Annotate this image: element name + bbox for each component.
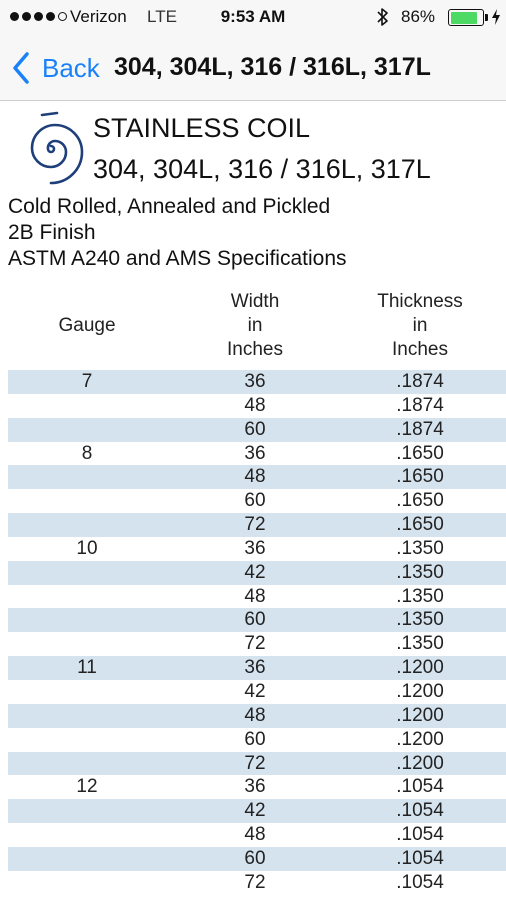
table-row: 48 .1200 bbox=[8, 703, 506, 728]
width-cell: 60 bbox=[244, 847, 266, 869]
thickness-cell: .1200 bbox=[396, 728, 444, 750]
table-row: 8 36 .1650 bbox=[8, 442, 506, 466]
back-label: Back bbox=[42, 52, 100, 83]
width-cell: 36 bbox=[244, 776, 266, 798]
width-cell: 48 bbox=[244, 585, 266, 607]
width-cell: 42 bbox=[244, 561, 266, 583]
table-row: 72 .1350 bbox=[8, 632, 506, 656]
status-bar: Verizon LTE 9:53 AM 86% bbox=[0, 0, 506, 34]
carrier-name: Verizon bbox=[70, 7, 127, 26]
width-cell: 36 bbox=[244, 537, 266, 559]
column-header-width: Width in Inches bbox=[227, 291, 283, 360]
thickness-cell: .1054 bbox=[396, 824, 444, 846]
status-time: 9:53 AM bbox=[220, 7, 286, 26]
battery-icon bbox=[448, 9, 484, 26]
column-header-thickness: Thickness in Inches bbox=[377, 291, 463, 360]
width-cell: 72 bbox=[244, 752, 266, 774]
gauge-cell: 7 bbox=[81, 371, 93, 392]
thickness-cell: .1200 bbox=[396, 657, 444, 679]
width-cell: 72 bbox=[244, 871, 266, 893]
table-row: 48 .1350 bbox=[8, 585, 506, 609]
product-title: STAINLESS COIL bbox=[93, 113, 311, 143]
thickness-cell: .1350 bbox=[396, 633, 444, 655]
gauge-cell: 8 bbox=[81, 442, 93, 464]
table-row: 42 .1200 bbox=[8, 680, 506, 704]
column-header-gauge: Gauge bbox=[58, 315, 116, 336]
width-cell: 48 bbox=[244, 466, 266, 488]
page-title: 304, 304L, 316 / 316L, 317L bbox=[114, 53, 431, 81]
width-cell: 60 bbox=[244, 418, 266, 440]
back-button[interactable]: Back bbox=[10, 48, 100, 88]
table-row: 60 .1874 bbox=[8, 417, 506, 442]
coil-table: 7 36 .1874 48 .1874 60 .1874 8 36 .1650 48 .1650 60.… bbox=[8, 370, 506, 895]
thickness-cell: .1350 bbox=[396, 585, 444, 607]
spec-finish-type: 2B Finish bbox=[8, 221, 96, 244]
width-cell: 60 bbox=[244, 728, 266, 750]
table-row: 60 .1350 bbox=[8, 608, 506, 633]
width-cell: 48 bbox=[244, 704, 266, 726]
thickness-cell: .1650 bbox=[396, 442, 444, 464]
thickness-cell: .1650 bbox=[396, 466, 444, 488]
gauge-cell: 12 bbox=[76, 776, 98, 798]
thickness-cell: .1054 bbox=[396, 776, 444, 798]
width-cell: 48 bbox=[244, 824, 266, 846]
coil-spiral-logo bbox=[30, 111, 84, 185]
charging-bolt-icon bbox=[492, 9, 500, 25]
width-cell: 36 bbox=[244, 371, 266, 392]
thickness-cell: .1874 bbox=[396, 394, 444, 416]
bluetooth-icon bbox=[377, 8, 388, 26]
width-cell: 36 bbox=[244, 442, 266, 464]
spec-finish-process: Cold Rolled, Annealed and Pickled bbox=[8, 195, 331, 218]
spec-lines: Cold Rolled, Annealed and Pickled 2B Fin… bbox=[8, 194, 347, 272]
table-row: 12 36 .1054 bbox=[8, 775, 506, 799]
table-row: 48 .1874 bbox=[8, 394, 506, 418]
thickness-cell: .1350 bbox=[396, 537, 444, 559]
width-cell: 36 bbox=[244, 657, 266, 679]
thickness-cell: .1350 bbox=[396, 561, 444, 583]
table-row: 60 .1650 bbox=[8, 489, 506, 513]
width-cell: 48 bbox=[244, 394, 266, 416]
navigation-bar: Back 304, 304L, 316 / 316L, 317L bbox=[0, 34, 506, 101]
thickness-cell: .1350 bbox=[396, 609, 444, 631]
thickness-cell: .1200 bbox=[396, 680, 444, 702]
width-cell: 42 bbox=[244, 680, 266, 702]
thickness-cell: .1874 bbox=[396, 371, 444, 392]
network-type: LTE bbox=[147, 7, 177, 26]
signal-dots-icon bbox=[10, 12, 67, 21]
width-cell: 60 bbox=[244, 609, 266, 631]
thickness-cell: .1054 bbox=[396, 847, 444, 869]
table-row: 60 .1200 bbox=[8, 728, 506, 752]
chevron-left-icon bbox=[13, 52, 29, 84]
table-row: 72 .1200 bbox=[8, 751, 506, 776]
spec-standards: ASTM A240 and AMS Specifications bbox=[8, 247, 347, 270]
thickness-cell: .1200 bbox=[396, 704, 444, 726]
table-row: 11 36 .1200 bbox=[8, 656, 506, 680]
table-row: 48 .1054 bbox=[8, 823, 506, 847]
thickness-cell: .1650 bbox=[396, 514, 444, 536]
table-row: 10 36 .1350 bbox=[8, 537, 506, 561]
gauge-cell: 11 bbox=[77, 657, 97, 679]
table-row: 72 .1054 bbox=[8, 871, 506, 895]
width-cell: 72 bbox=[244, 633, 266, 655]
battery-percent: 86% bbox=[401, 7, 436, 26]
width-cell: 60 bbox=[244, 490, 266, 512]
table-row: 72 .1650 bbox=[8, 513, 506, 537]
table-row: 42 .1350 bbox=[8, 560, 506, 585]
thickness-cell: .1054 bbox=[396, 871, 444, 893]
width-cell: 72 bbox=[244, 514, 266, 536]
gauge-cell: 10 bbox=[76, 537, 98, 559]
table-row: 42 .1054 bbox=[8, 799, 506, 824]
width-cell: 42 bbox=[244, 800, 266, 822]
thickness-cell: .1200 bbox=[396, 752, 444, 774]
table-row: 7 36 .1874 bbox=[8, 370, 506, 394]
thickness-cell: .1874 bbox=[396, 418, 444, 440]
thickness-cell: .1054 bbox=[396, 800, 444, 822]
product-grades: 304, 304L, 316 / 316L, 317L bbox=[93, 154, 431, 184]
table-row: 48 .1650 bbox=[8, 465, 506, 490]
thickness-cell: .1650 bbox=[396, 490, 444, 512]
table-row: 60 .1054 bbox=[8, 846, 506, 871]
